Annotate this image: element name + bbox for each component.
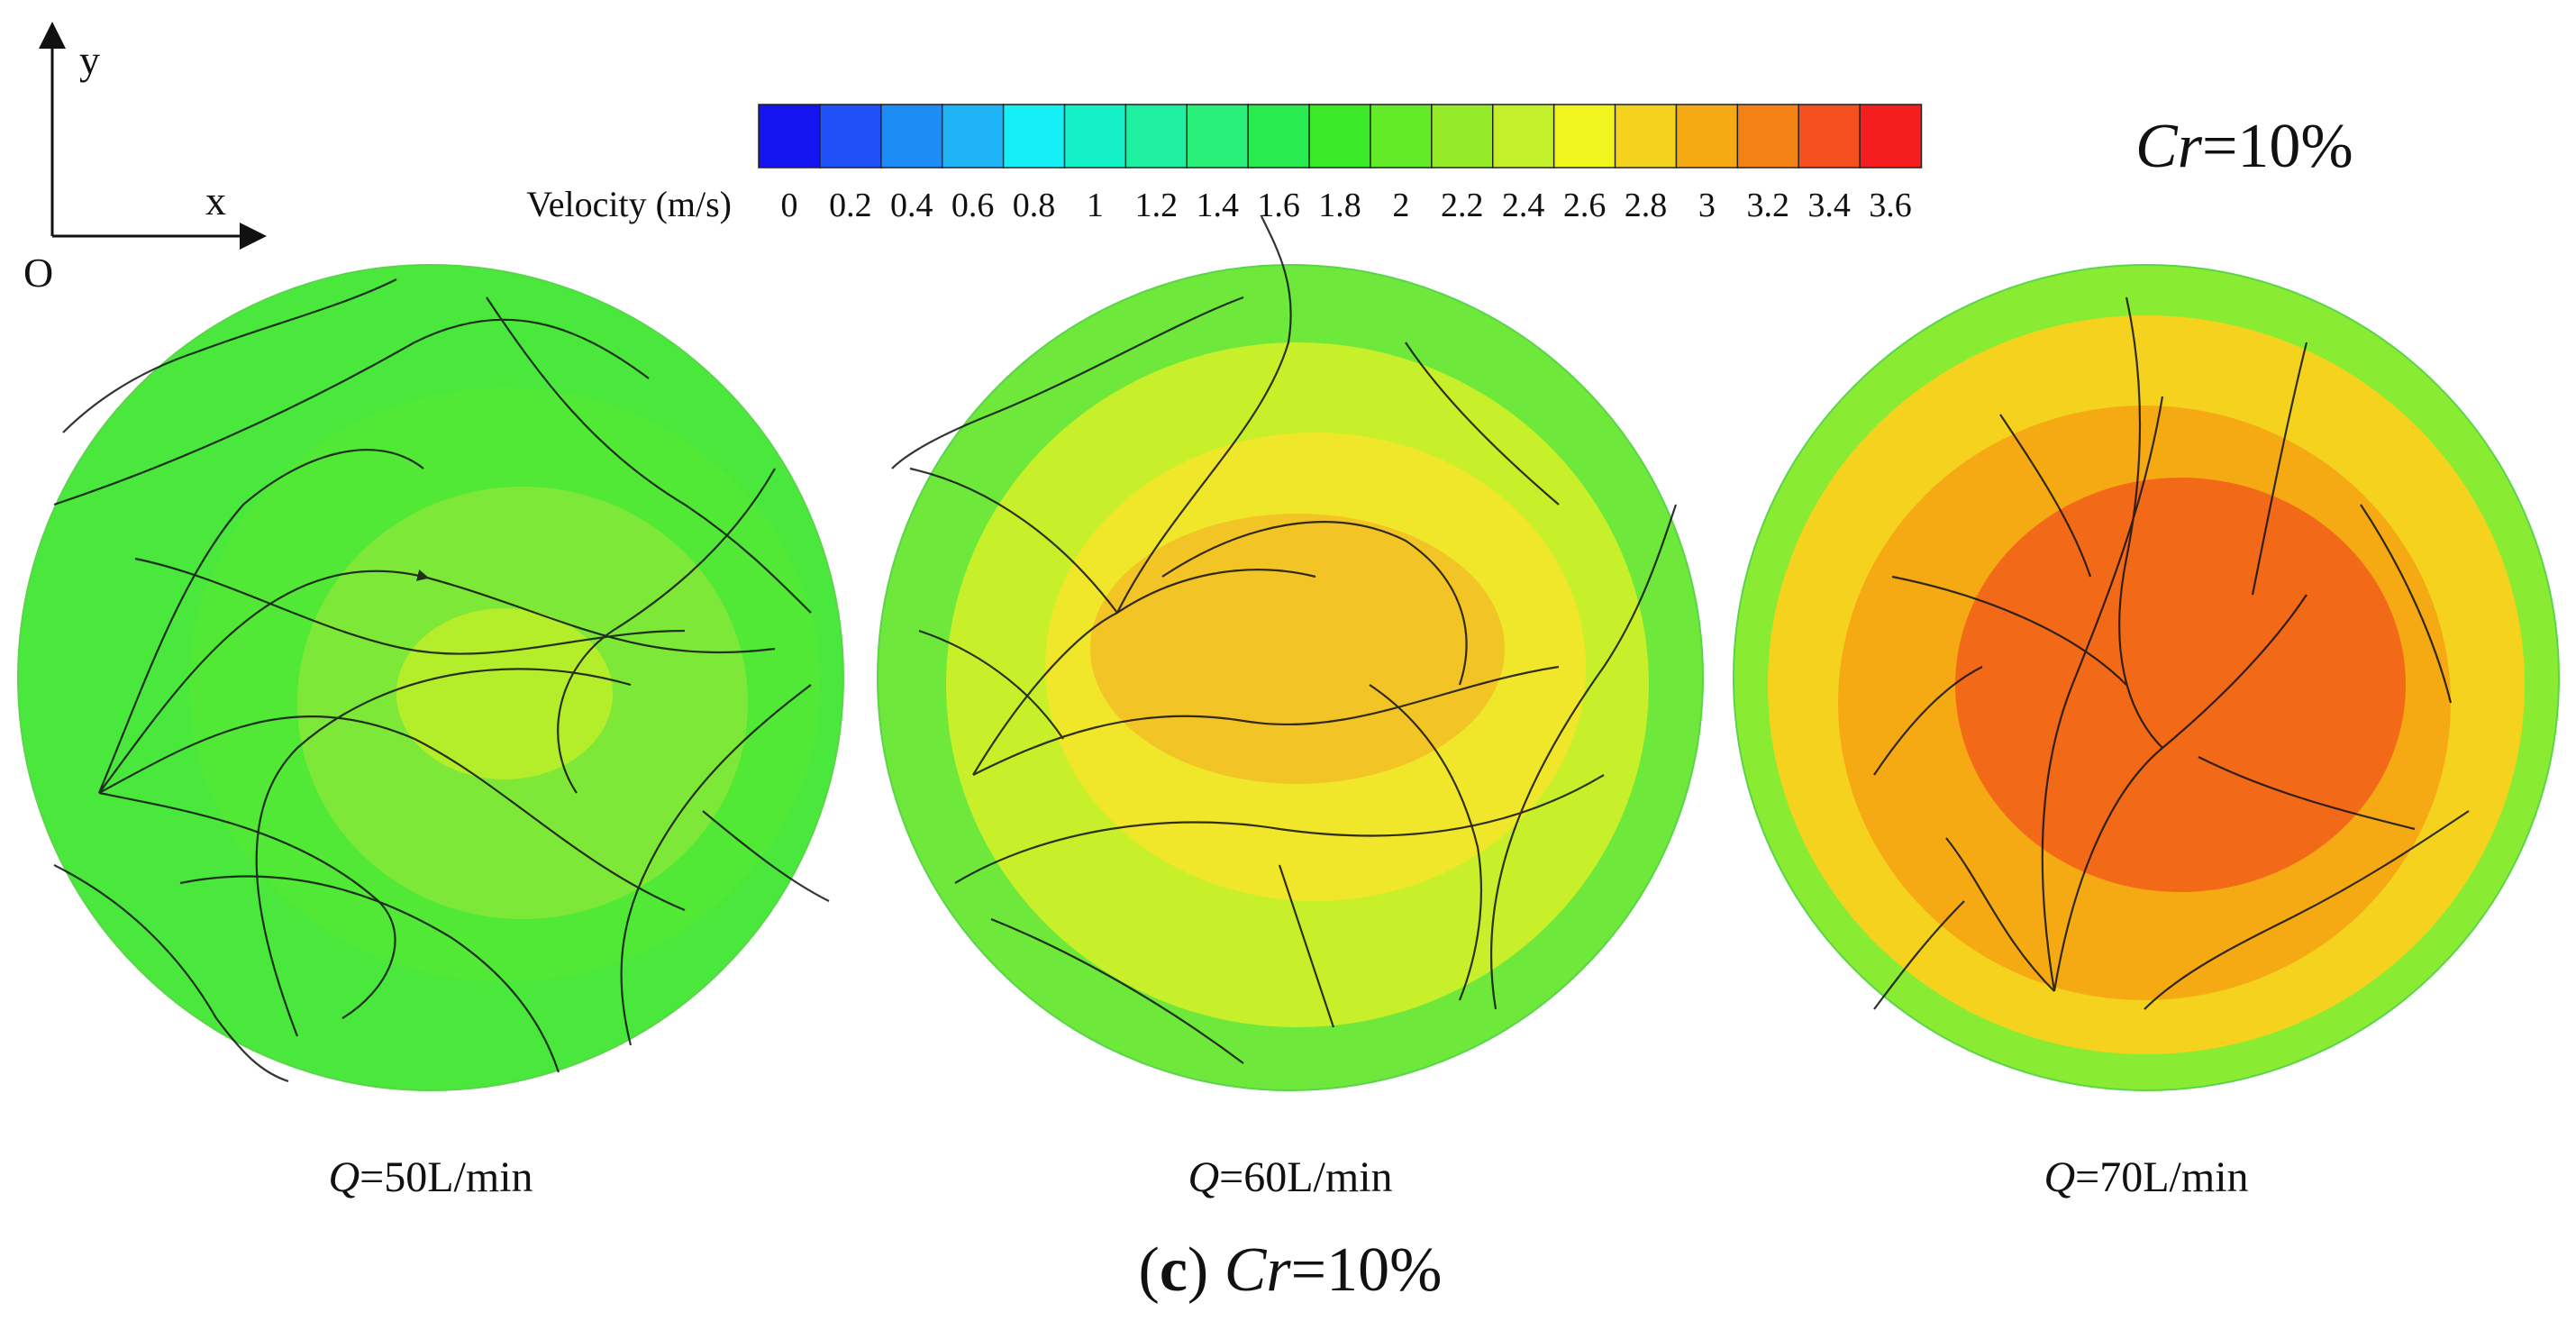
y-axis-label: y	[79, 37, 100, 83]
panel-q60-streamlines	[891, 215, 1678, 1064]
caption-letter: c	[1160, 1235, 1188, 1305]
colorbar-tick-18: 3.6	[1869, 187, 1912, 224]
cr-header-symbol: Cr	[2135, 112, 2203, 181]
colorbar-tick-0: 0	[780, 187, 797, 224]
colorbar-swatch-13	[1552, 104, 1616, 169]
colorbar-tick-14: 2.8	[1625, 187, 1668, 224]
colorbar-tick-1: 0.2	[829, 187, 872, 224]
panel-q50-contour-core	[396, 608, 613, 779]
panel-q70-label: Q=70L/min	[2044, 1153, 2248, 1201]
colorbar-swatch-1	[819, 104, 883, 169]
colorbar-tick-10: 2	[1392, 187, 1409, 224]
colorbar-tick-15: 3	[1698, 187, 1716, 224]
cr-header-value: =10%	[2202, 112, 2353, 181]
colorbar-swatch-4	[1002, 104, 1066, 169]
axes-indicator: y x O	[23, 22, 267, 296]
colorbar-tick-labels: 0 0.2 0.4 0.6 0.8 1 1.2 1.4 1.6 1.8 2 2.2 2.4 2.6 2.8 3…	[780, 187, 1911, 224]
panel-q50-streamlines	[53, 278, 830, 1083]
panel-q60-label-value: =60L/min	[1219, 1153, 1392, 1201]
caption-cr-symbol: Cr	[1224, 1235, 1292, 1305]
colorbar-swatch-5	[1063, 104, 1127, 169]
caption-close-paren: )	[1188, 1235, 1208, 1305]
colorbar-tick-17: 3.4	[1807, 187, 1851, 224]
caption-cr-value: =10%	[1291, 1235, 1443, 1305]
panel-q70-label-value: =70L/min	[2075, 1153, 2248, 1201]
colorbar-tick-2: 0.4	[890, 187, 933, 224]
caption-space	[1208, 1235, 1224, 1305]
panel-q70: Q=70L/min	[1733, 264, 2560, 1201]
colorbar-swatches	[758, 104, 1923, 169]
colorbar-swatch-11	[1431, 104, 1494, 169]
colorbar-swatch-12	[1491, 104, 1555, 169]
panel-q50-label-value: =50L/min	[360, 1153, 532, 1201]
figure-caption: (c) Cr=10%	[1139, 1235, 1443, 1305]
colorbar-swatch-17	[1798, 104, 1861, 169]
colorbar-tick-9: 1.8	[1318, 187, 1361, 224]
colorbar-tick-6: 1.2	[1135, 187, 1179, 224]
panel-q60-label: Q=60L/min	[1188, 1153, 1392, 1201]
colorbar-tick-5: 1	[1087, 187, 1104, 224]
cr-header: Cr=10%	[2135, 112, 2353, 181]
colorbar-swatch-18	[1859, 104, 1923, 169]
colorbar-swatch-2	[880, 104, 943, 169]
colorbar-tick-11: 2.2	[1441, 187, 1484, 224]
colorbar-swatch-0	[758, 104, 822, 169]
panel-q70-contour-core	[1955, 478, 2406, 892]
colorbar-swatch-8	[1247, 104, 1311, 169]
panel-q60-label-q: Q	[1188, 1153, 1219, 1201]
panel-q50-label: Q=50L/min	[328, 1153, 532, 1201]
panel-q50: Q=50L/min	[17, 264, 844, 1201]
colorbar-label: Velocity (m/s)	[526, 184, 732, 224]
panel-q60: Q=60L/min	[877, 215, 1704, 1201]
colorbar-swatch-3	[941, 104, 1005, 169]
colorbar-swatch-7	[1186, 104, 1250, 169]
colorbar-tick-12: 2.4	[1502, 187, 1545, 224]
colorbar-swatch-6	[1124, 104, 1188, 169]
colorbar-tick-7: 1.4	[1196, 187, 1239, 224]
colorbar-tick-13: 2.6	[1563, 187, 1607, 224]
x-axis-label: x	[205, 178, 226, 223]
colorbar-swatch-10	[1370, 104, 1434, 169]
panel-q50-label-q: Q	[328, 1153, 360, 1201]
panel-q70-label-q: Q	[2044, 1153, 2075, 1201]
colorbar-swatch-14	[1614, 104, 1678, 169]
colorbar-swatch-16	[1736, 104, 1800, 169]
colorbar: Velocity (m/s) 0 0.2 0.4 0.6 0.8 1 1.2 1.4 1.6 1.…	[526, 104, 1923, 224]
panel-q70-streamlines	[1873, 296, 2470, 1010]
colorbar-tick-8: 1.6	[1257, 187, 1300, 224]
colorbar-tick-16: 3.2	[1747, 187, 1790, 224]
colorbar-swatch-15	[1675, 104, 1739, 169]
origin-label: O	[23, 250, 53, 296]
colorbar-swatch-9	[1308, 104, 1372, 169]
colorbar-tick-3: 0.6	[951, 187, 995, 224]
colorbar-tick-4: 0.8	[1013, 187, 1056, 224]
caption-open-paren: (	[1139, 1235, 1160, 1305]
